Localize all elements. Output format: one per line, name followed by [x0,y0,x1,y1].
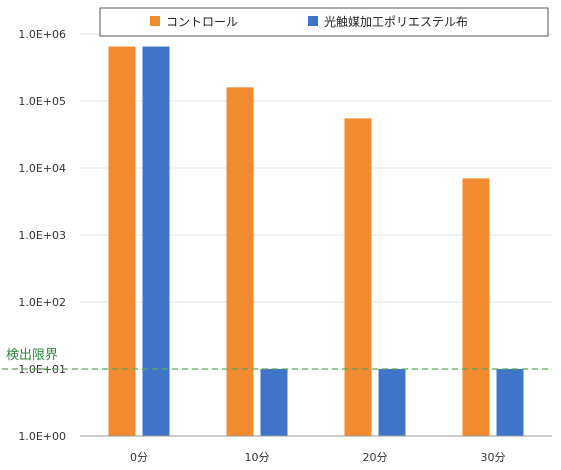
x-tick-label: 30分 [481,451,506,464]
y-axis: 1.0E+001.0E+011.0E+021.0E+031.0E+041.0E+… [18,28,66,443]
bars [108,46,524,437]
y-tick-label: 1.0E+05 [18,95,66,108]
x-axis: 0分 10分 20分 30分 [80,435,552,464]
bar-photocatalyst-3 [496,369,524,436]
bar-control-3 [462,178,490,437]
bar-photocatalyst-0 [142,46,170,437]
legend-label-control: コントロール [166,15,238,29]
bar-control-1 [226,87,254,436]
legend-swatch-photocatalyst [308,16,318,26]
x-tick-label: 20分 [363,451,388,464]
y-tick-label: 1.0E+00 [18,430,66,443]
x-tick-label: 10分 [245,451,270,464]
bar-control-2 [344,118,372,437]
legend-label-photocatalyst: 光触媒加工ポリエステル布 [324,15,468,29]
y-tick-label: 1.0E+02 [18,296,66,309]
y-tick-label: 1.0E+06 [18,28,66,41]
legend-box [99,7,549,37]
x-tick-label: 0分 [130,451,148,464]
detection-limit-label: 検出限界 [6,348,58,363]
bar-photocatalyst-2 [378,369,406,436]
legend: コントロール 光触媒加工ポリエステル布 [99,7,549,37]
bar-photocatalyst-1 [260,369,288,436]
y-tick-label: 1.0E+04 [18,162,66,175]
bar-control-0 [108,46,136,437]
y-tick-label: 1.0E+03 [18,229,66,242]
legend-swatch-control [150,16,160,26]
detection-limit: 検出限界 [2,348,552,370]
